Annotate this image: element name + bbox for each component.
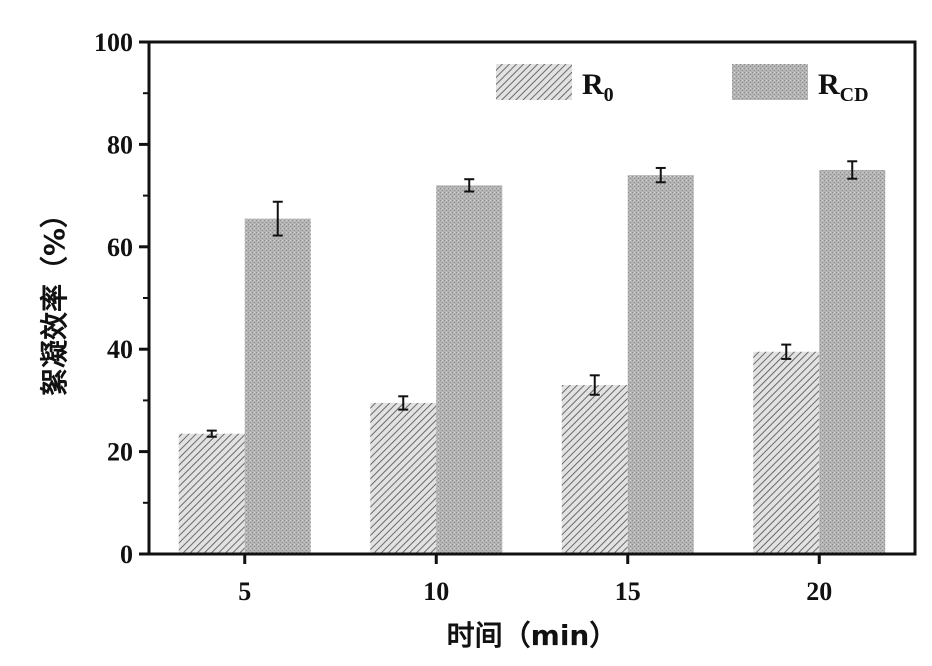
y-tick-label-80: 80 <box>107 130 133 159</box>
error-bar-s0-5 <box>206 429 217 438</box>
y-tick-label-0: 0 <box>120 540 133 569</box>
y-tick-label-40: 40 <box>107 335 133 364</box>
bar-s1-15 <box>627 175 694 554</box>
y-tick-label-20: 20 <box>107 438 133 467</box>
legend-label-0: R0 <box>582 68 614 106</box>
error-bar-s0-20 <box>781 343 792 360</box>
bars-layer <box>178 170 886 555</box>
bar-s0-5 <box>178 433 245 554</box>
y-tick-label-100: 100 <box>94 28 133 57</box>
error-bar-s1-5 <box>272 200 283 237</box>
x-axis: 5 10 15 20 <box>238 554 832 606</box>
y-axis: 0 20 40 60 80 100 <box>94 28 149 569</box>
bar-s0-10 <box>370 402 437 554</box>
error-bar-s0-10 <box>398 395 409 411</box>
x-axis-title: 时间（min） <box>447 619 618 652</box>
error-bars-layer <box>206 160 858 438</box>
legend: R0 RCD <box>496 64 869 106</box>
legend-swatch-0 <box>496 64 572 100</box>
bar-s0-20 <box>753 351 820 554</box>
bar-s1-5 <box>244 218 311 554</box>
error-bar-s1-10 <box>464 178 475 193</box>
bar-s1-20 <box>819 170 886 554</box>
bar-s0-15 <box>561 385 628 554</box>
x-tick-label-5: 5 <box>238 577 251 606</box>
x-tick-label-15: 15 <box>615 577 641 606</box>
legend-swatch-1 <box>732 64 808 100</box>
y-axis-title: 絮凝效率（%） <box>38 200 71 396</box>
y-tick-label-60: 60 <box>107 233 133 262</box>
error-bar-s0-15 <box>589 374 600 396</box>
error-bar-s1-15 <box>655 166 666 184</box>
x-tick-label-20: 20 <box>806 577 832 606</box>
x-tick-label-10: 10 <box>423 577 449 606</box>
bar-s1-10 <box>436 185 503 555</box>
error-bar-s1-20 <box>847 160 858 180</box>
legend-label-1: RCD <box>818 68 869 106</box>
